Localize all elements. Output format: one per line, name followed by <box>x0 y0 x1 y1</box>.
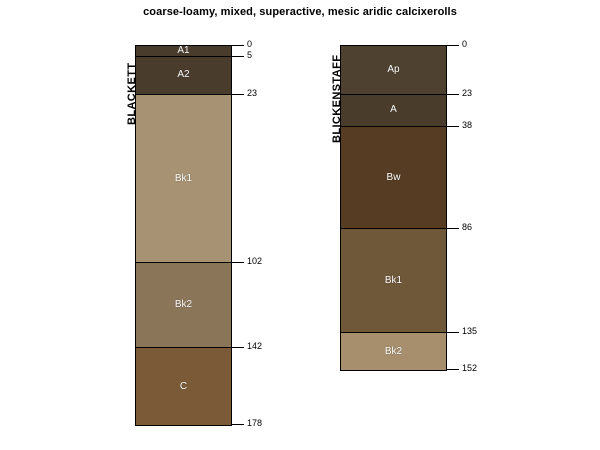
horizon-name-label: Ap <box>387 63 400 75</box>
soil-horizon[interactable]: A2 <box>136 56 231 95</box>
depth-value-label: 135 <box>462 326 478 337</box>
depth-tick <box>447 228 459 230</box>
depth-tick <box>232 93 244 95</box>
depth-tick <box>447 125 459 127</box>
depth-value-label: 152 <box>462 362 478 373</box>
depth-value-label: 178 <box>247 418 263 428</box>
soil-horizon[interactable]: A1 <box>136 46 231 57</box>
soil-horizon[interactable]: C <box>136 348 231 425</box>
horizon-name-label: Bw <box>386 171 401 183</box>
depth-tick <box>447 368 459 370</box>
depth-tick <box>232 262 244 264</box>
depth-tick <box>232 424 244 425</box>
depth-tick <box>232 55 244 57</box>
soil-horizon[interactable]: Ap <box>341 46 446 95</box>
soil-horizon[interactable]: A <box>341 94 446 127</box>
depth-value-label: 5 <box>247 49 253 60</box>
depth-tick <box>447 45 459 46</box>
depth-value-label: 0 <box>247 39 253 49</box>
horizon-name-label: Bk2 <box>384 345 403 357</box>
horizon-name-label: A2 <box>177 69 190 81</box>
depth-tick <box>447 93 459 95</box>
horizon-column: A1 A2 Bk1 Bk2 C <box>135 45 232 426</box>
depth-value-label: 102 <box>247 256 263 267</box>
horizon-name-label: A <box>390 104 397 116</box>
depth-value-label: 142 <box>247 341 263 352</box>
soil-horizon[interactable]: Bw <box>341 126 446 230</box>
depth-tick <box>447 332 459 334</box>
figure-title: coarse-loamy, mixed, superactive, mesic … <box>143 6 457 18</box>
soil-horizon[interactable]: Bk1 <box>136 94 231 264</box>
depth-value-label: 38 <box>462 119 473 130</box>
depth-tick <box>232 347 244 349</box>
horizon-name-label: C <box>179 380 188 392</box>
horizon-column: Ap A Bw Bk1 Bk2 <box>340 45 447 371</box>
soil-horizon[interactable]: Bk2 <box>341 333 446 370</box>
horizon-name-label: A1 <box>177 46 190 56</box>
depth-value-label: 23 <box>247 87 258 98</box>
horizon-name-label: Bk2 <box>174 299 193 311</box>
depth-value-label: 86 <box>462 222 473 233</box>
depth-value-label: 23 <box>462 87 473 98</box>
depth-tick <box>232 45 244 46</box>
soil-horizon[interactable]: Bk1 <box>341 229 446 334</box>
soil-horizon[interactable]: Bk2 <box>136 263 231 349</box>
horizon-name-label: Bk1 <box>174 172 193 184</box>
horizon-name-label: Bk1 <box>384 274 403 286</box>
depth-value-label: 0 <box>462 39 468 49</box>
